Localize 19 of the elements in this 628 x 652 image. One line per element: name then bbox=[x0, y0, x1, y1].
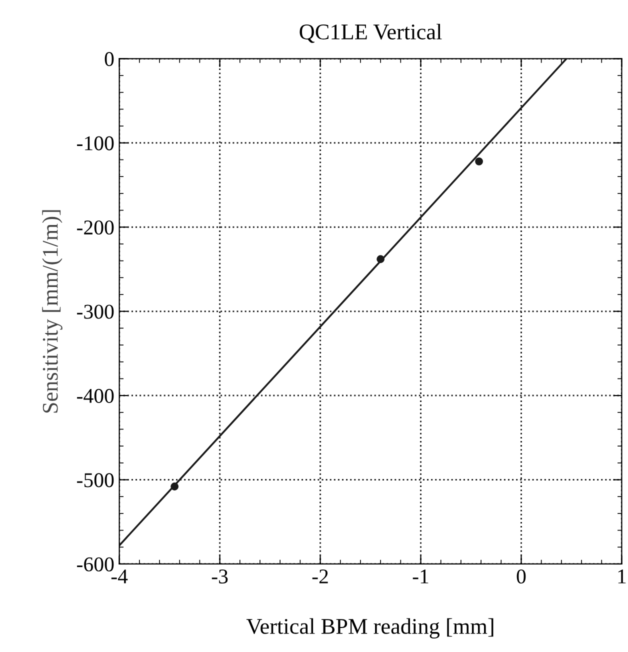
y-tick-label: -500 bbox=[77, 473, 114, 488]
y-tick-label: -200 bbox=[77, 220, 114, 235]
x-axis-title: Vertical BPM reading [mm] bbox=[246, 618, 494, 639]
point bbox=[170, 482, 179, 490]
point bbox=[475, 157, 483, 166]
y-tick-label: -100 bbox=[77, 136, 114, 150]
y-tick-label: -400 bbox=[77, 388, 114, 403]
chart-title: QC1LE Vertical bbox=[300, 24, 442, 43]
y-tick-label: -600 bbox=[77, 557, 114, 572]
x-tick-label: -3 bbox=[212, 570, 228, 584]
y-tick-label: -300 bbox=[77, 304, 114, 319]
y-tick-label: 0 bbox=[104, 52, 114, 66]
point bbox=[376, 255, 385, 264]
x-tick-label: -4 bbox=[111, 570, 128, 584]
y-axis-title: Sensitivity [mm/(1/m)] bbox=[42, 210, 62, 413]
x-tick-label: -2 bbox=[312, 570, 328, 584]
x-tick-label: 1 bbox=[618, 570, 626, 584]
x-tick-label: -1 bbox=[412, 570, 428, 584]
x-tick-label: 0 bbox=[516, 569, 526, 584]
